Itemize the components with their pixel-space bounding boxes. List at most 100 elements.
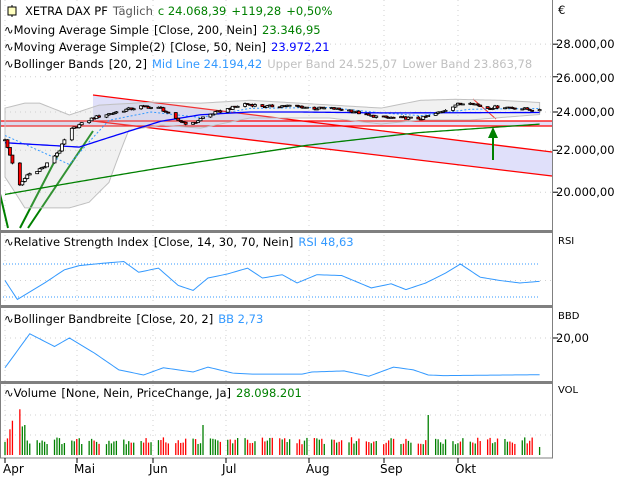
ma200-legend[interactable]: ∿ Moving Average Simple [Close, 200, Nei… (4, 23, 321, 37)
candle-body (121, 110, 126, 113)
trendline-green (27, 130, 94, 229)
candle-body (408, 116, 413, 119)
bb-label: Bollinger Bands (13, 57, 104, 71)
candle-body (42, 166, 47, 169)
bollinger-legend[interactable]: ∿ Bollinger Bands [20, 2] Mid Line 24.19… (4, 57, 532, 71)
support-band-fill (0, 121, 552, 126)
rsi-params: [Close, 14, 30, 70, Nein] (153, 235, 294, 249)
candle-body (52, 155, 57, 164)
trendline-green (0, 193, 9, 229)
candle-body (495, 105, 500, 109)
candle-body (20, 181, 25, 186)
bbd-series (4, 333, 540, 377)
candle-body (451, 106, 455, 111)
candle-body (77, 124, 82, 129)
month-label: Sep (380, 462, 403, 476)
indicator-wave-icon: ∿ (4, 386, 14, 400)
candle-body (79, 122, 84, 126)
candle-body (45, 162, 49, 168)
currency-label: € (558, 3, 566, 17)
candle-body (178, 119, 183, 123)
candle-body (475, 103, 480, 106)
candle-body (339, 108, 344, 111)
bbd-params: [Close, 20, 2] (136, 312, 214, 326)
candle-body (149, 107, 153, 109)
candle-body (35, 171, 40, 175)
candle-body (60, 143, 64, 152)
indicator-lines (4, 106, 540, 196)
bbd-axis-label: BBD (558, 311, 580, 322)
candle-body (25, 174, 30, 179)
arrow-up-icon (488, 127, 498, 138)
candle-body (208, 113, 213, 118)
volume-params: [None, Nein, PriceChange, Ja] (61, 386, 232, 400)
candle-body (441, 110, 445, 113)
trendline-upper (92, 94, 553, 153)
candle-body (337, 107, 342, 110)
bb-upper-value: Upper Band 24.525,07 (267, 57, 398, 71)
candle-body (490, 108, 495, 110)
candles (3, 102, 542, 186)
candle-body (225, 108, 230, 113)
candle-body (104, 114, 109, 118)
rsi-legend[interactable]: ∿ Relative Strength Index [Close, 14, 30… (4, 235, 354, 249)
candle-body (485, 106, 490, 109)
indicator-wave-icon: ∿ (4, 57, 14, 71)
volume-bars (4, 409, 541, 455)
bb-params: [20, 2] (108, 57, 147, 71)
bollinger-band-area (4, 98, 541, 209)
ma50-line (4, 111, 540, 148)
candle-body (512, 107, 517, 110)
candle-body (349, 109, 354, 113)
candle-body (357, 110, 361, 115)
candle-body (210, 113, 215, 116)
candle-body (537, 109, 542, 112)
candle-body (183, 121, 188, 125)
indicator-wave-icon: ∿ (4, 235, 14, 249)
candle-body (5, 139, 10, 148)
candle-body (374, 115, 379, 118)
candle-body (8, 147, 12, 156)
candle-body (193, 121, 198, 124)
candle-body (312, 106, 317, 110)
candle-body (253, 104, 257, 107)
candle-body (57, 150, 62, 154)
candle-body (166, 111, 171, 114)
candle-body (527, 108, 532, 111)
bb-mid-value: Mid Line 24.194,42 (151, 57, 263, 71)
candle-body (443, 109, 448, 112)
candle-body (314, 108, 319, 111)
volume-value: 28.098.201 (236, 386, 302, 400)
candle-body (173, 112, 178, 119)
candle-body (520, 108, 525, 111)
interval[interactable]: Täglich (112, 4, 153, 18)
candle-body (55, 152, 59, 157)
bbd-tick: 20,00 (556, 331, 589, 345)
candle-body (201, 116, 205, 119)
ma50-params: [Close, 50, Nein] (170, 40, 266, 54)
rsi-value: RSI 48,63 (298, 235, 354, 249)
rsi-label: Relative Strength Index (13, 235, 149, 249)
month-label: Mai (74, 462, 96, 476)
volume-label: Volume (13, 386, 57, 400)
ma200-line (4, 123, 540, 196)
ma200-params: [Close, 200, Nein] (154, 23, 258, 37)
price-tick: 24.000,00 (556, 105, 615, 119)
candle-body (198, 118, 203, 122)
candle-body (270, 104, 275, 108)
candle-body (87, 120, 92, 124)
ma50-legend[interactable]: ∿ Moving Average Simple(2) [Close, 50, N… (4, 40, 330, 54)
month-label: Apr (3, 462, 24, 476)
candle-body (37, 168, 42, 172)
candle-body (525, 107, 530, 110)
bbd-value: BB 2,73 (218, 312, 264, 326)
month-label: Jul (222, 462, 237, 476)
indicator-wave-icon: ∿ (4, 312, 14, 326)
candle-body (62, 139, 67, 145)
candle-body (22, 178, 27, 182)
candle-body (478, 104, 483, 108)
bbd-label: Bollinger Bandbreite (13, 312, 132, 326)
volume-legend[interactable]: ∿ Volume [None, Nein, PriceChange, Ja] 2… (4, 386, 302, 400)
bbd-legend[interactable]: ∿ Bollinger Bandbreite [Close, 20, 2] BB… (4, 312, 263, 326)
candle-body (426, 115, 431, 117)
